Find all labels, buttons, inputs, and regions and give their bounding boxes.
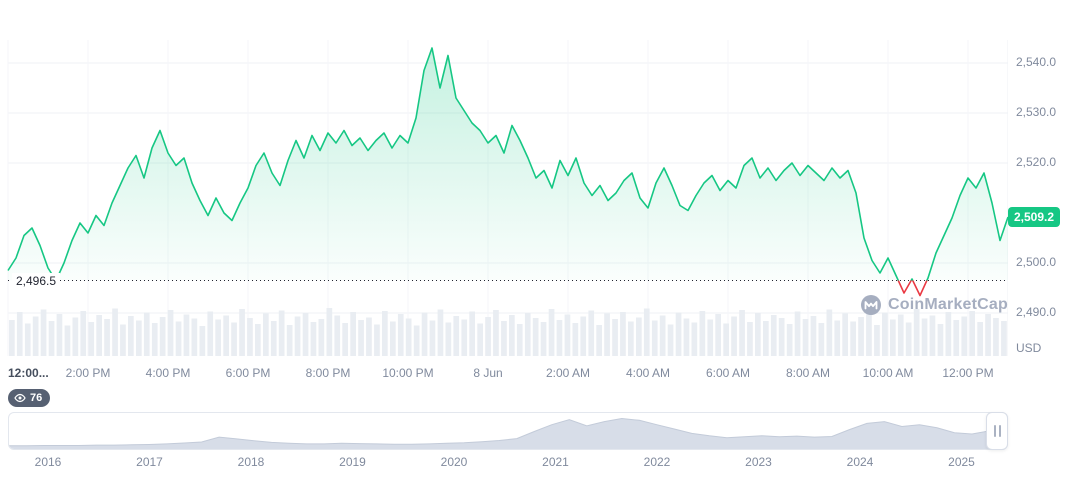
x-axis-tick-label: 6:00 PM [225, 366, 271, 380]
x-axis-tick-label: 4:00 PM [145, 366, 191, 380]
year-axis: 2016 2017 2018 2019 2020 2021 2022 2023 2024 2025 [8, 455, 1008, 471]
current-price-badge: 2,509.2 [1008, 207, 1061, 227]
navigator-drag-handle[interactable] [986, 412, 1008, 450]
x-axis-tick-label: 4:00 AM [625, 366, 671, 380]
y-axis: 2,540.0 2,530.0 2,520.0 2,500.0 2,490.0 [1014, 0, 1072, 360]
y-axis-tick-label: 2,490.0 [1016, 305, 1057, 319]
x-axis-tick-label: 2:00 PM [65, 366, 111, 380]
year-axis-label: 2018 [237, 455, 265, 469]
x-axis-tick-label: 8 Jun [473, 366, 503, 380]
y-axis-unit-label: USD [1016, 341, 1042, 355]
coinmarketcap-logo-icon [860, 294, 882, 316]
range-navigator[interactable] [8, 412, 1008, 450]
year-axis-label: 2022 [643, 455, 671, 469]
x-axis-tick-label: 6:00 AM [705, 366, 751, 380]
y-axis-tick-label: 2,540.0 [1016, 55, 1057, 69]
x-axis: 12:00... 2:00 PM 4:00 PM 6:00 PM 8:00 PM 10:0… [0, 366, 1008, 382]
grip-icon [993, 425, 996, 437]
watchers-count: 76 [30, 392, 43, 404]
range-navigator-chart[interactable] [9, 413, 1007, 449]
year-axis-label: 2025 [948, 455, 975, 469]
year-axis-label: 2024 [846, 455, 874, 469]
grip-icon [998, 425, 1001, 437]
watermark: CoinMarketCap [860, 294, 1008, 316]
x-axis-tick-label: 2:00 AM [545, 366, 591, 380]
year-axis-label: 2016 [34, 455, 62, 469]
x-axis-tick-label: 8:00 PM [305, 366, 351, 380]
x-axis-tick-label: 10:00 AM [862, 366, 914, 380]
year-axis-label: 2020 [440, 455, 468, 469]
x-axis-tick-label: 12:00 PM [942, 366, 994, 380]
x-axis-tick-label: 10:00 PM [382, 366, 434, 380]
watermark-label: CoinMarketCap [888, 296, 1008, 313]
y-axis-tick-label: 2,520.0 [1016, 155, 1057, 169]
watchers-badge: 76 [8, 389, 51, 407]
year-axis-label: 2019 [339, 455, 366, 469]
y-axis-tick-label: 2,500.0 [1016, 255, 1057, 269]
y-axis-tick-label: 2,530.0 [1016, 105, 1057, 119]
year-axis-label: 2017 [136, 455, 163, 469]
open-price-label: 2,496.5 [12, 272, 61, 289]
year-axis-label: 2023 [745, 455, 772, 469]
x-axis-tick-label: 8:00 AM [785, 366, 831, 380]
x-axis-tick-label: 12:00... [8, 366, 49, 380]
eye-icon [14, 392, 26, 404]
price-line-chart[interactable] [0, 0, 1008, 356]
year-axis-label: 2021 [542, 455, 569, 469]
